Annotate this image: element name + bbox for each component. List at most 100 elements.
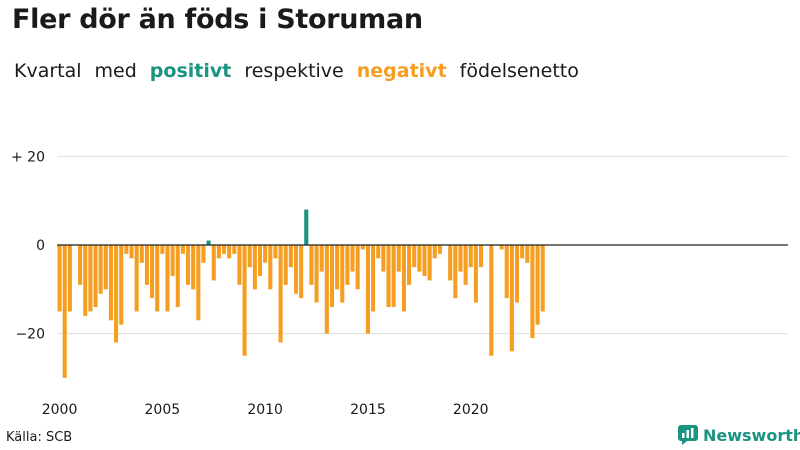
bar bbox=[103, 245, 108, 290]
bar bbox=[263, 245, 268, 263]
bar bbox=[371, 245, 376, 312]
subtitle-word-birth-net: födelsenetto bbox=[459, 60, 579, 82]
bar bbox=[520, 245, 525, 259]
bar bbox=[155, 245, 160, 312]
bar bbox=[309, 245, 314, 285]
x-tick-label: 2000 bbox=[42, 402, 78, 418]
bars bbox=[57, 209, 545, 378]
bar bbox=[252, 245, 257, 290]
bar bbox=[530, 245, 535, 339]
bar bbox=[165, 245, 170, 312]
bar bbox=[196, 245, 201, 321]
bar bbox=[422, 245, 427, 277]
bar bbox=[504, 245, 509, 299]
bar bbox=[93, 245, 98, 308]
bar bbox=[160, 245, 165, 254]
x-tick-label: 2010 bbox=[247, 402, 283, 418]
gridlines bbox=[57, 155, 788, 335]
bar bbox=[201, 245, 206, 263]
bar bbox=[221, 245, 227, 254]
chart-title: Fler dör än föds i Storuman bbox=[12, 4, 423, 35]
bar bbox=[124, 245, 129, 254]
bar bbox=[299, 245, 304, 299]
bar bbox=[514, 245, 520, 303]
bar bbox=[293, 245, 299, 294]
bar bbox=[273, 245, 278, 259]
bar bbox=[268, 245, 273, 290]
bar bbox=[525, 245, 530, 263]
newsworthy-logo-icon bbox=[678, 425, 698, 445]
bar bbox=[489, 245, 494, 356]
bar bbox=[170, 245, 175, 277]
bar bbox=[319, 245, 324, 272]
x-tick-label: 2015 bbox=[350, 402, 386, 418]
bar bbox=[191, 245, 196, 290]
bar bbox=[437, 245, 442, 254]
bar bbox=[134, 245, 139, 312]
y-axis-ticks: + 20 0 −20 bbox=[11, 149, 45, 342]
bar-chart: + 20 0 −20 2000 2005 2010 2015 2020 bbox=[11, 149, 788, 418]
bar bbox=[540, 245, 545, 312]
bar bbox=[237, 245, 242, 285]
bar bbox=[407, 245, 412, 285]
bar bbox=[478, 245, 484, 268]
bar bbox=[129, 245, 134, 259]
bar bbox=[417, 245, 422, 272]
bar bbox=[175, 245, 180, 308]
bar bbox=[473, 245, 478, 303]
bar bbox=[242, 245, 247, 356]
bar bbox=[314, 245, 319, 303]
bar bbox=[340, 245, 345, 303]
bar bbox=[304, 209, 309, 245]
subtitle-word-with: med bbox=[94, 60, 137, 82]
bar bbox=[463, 245, 468, 285]
bar bbox=[114, 245, 119, 343]
y-tick-label: + 20 bbox=[11, 149, 45, 165]
bar bbox=[139, 245, 144, 263]
bar bbox=[376, 245, 381, 259]
bar bbox=[57, 245, 62, 312]
bar bbox=[186, 245, 191, 285]
bar bbox=[360, 245, 365, 250]
bar bbox=[350, 245, 355, 272]
bar bbox=[211, 245, 216, 281]
bar bbox=[453, 245, 458, 299]
brand-logo: Newsworthy bbox=[678, 425, 800, 445]
bar bbox=[401, 245, 406, 312]
bar bbox=[391, 245, 396, 308]
bar bbox=[365, 245, 370, 334]
subtitle-word-respectively: respektive bbox=[244, 60, 344, 82]
bar bbox=[144, 245, 149, 285]
bar bbox=[535, 245, 540, 325]
bar bbox=[283, 245, 288, 285]
bar bbox=[216, 245, 221, 259]
bar bbox=[206, 240, 211, 245]
bar bbox=[458, 245, 463, 272]
bar bbox=[119, 245, 124, 325]
bar bbox=[381, 245, 386, 272]
bar bbox=[257, 245, 263, 277]
y-tick-label: 0 bbox=[36, 238, 45, 254]
legend-positive: positivt bbox=[149, 60, 232, 82]
x-axis-ticks: 2000 2005 2010 2015 2020 bbox=[42, 402, 489, 418]
bar bbox=[232, 245, 237, 254]
bar bbox=[98, 245, 103, 294]
bar bbox=[180, 245, 185, 254]
bar bbox=[499, 245, 504, 250]
bar bbox=[345, 245, 350, 285]
bar bbox=[247, 245, 252, 268]
bar bbox=[108, 245, 113, 321]
bar bbox=[335, 245, 340, 290]
source-note: Källa: SCB bbox=[6, 430, 73, 445]
bar bbox=[324, 245, 329, 334]
bar bbox=[432, 245, 437, 259]
bar bbox=[448, 245, 453, 281]
bar bbox=[67, 245, 72, 312]
bar bbox=[355, 245, 360, 290]
chart-subtitle: Kvartal med positivt respektive negativt föde… bbox=[14, 60, 592, 82]
bar bbox=[329, 245, 335, 308]
x-tick-label: 2020 bbox=[453, 402, 489, 418]
bar bbox=[278, 245, 283, 343]
bar bbox=[88, 245, 93, 312]
y-tick-label: −20 bbox=[15, 327, 45, 343]
